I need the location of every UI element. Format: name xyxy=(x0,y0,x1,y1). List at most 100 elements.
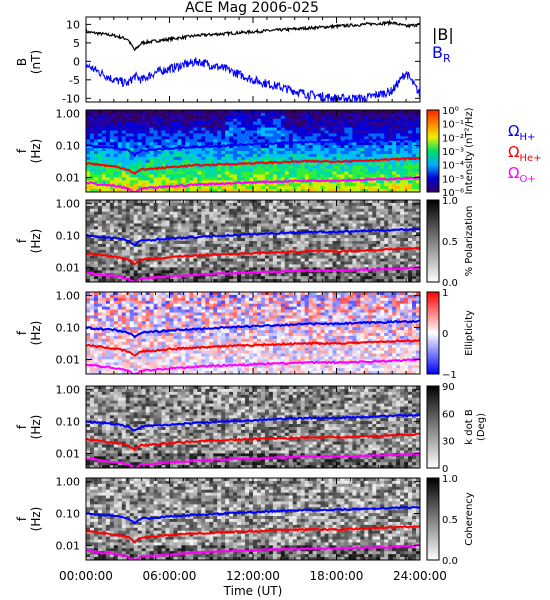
heatmap-cell xyxy=(113,350,119,354)
heatmap-cell xyxy=(392,273,397,277)
heatmap-cell xyxy=(304,238,310,242)
heatmap-cell xyxy=(364,270,369,274)
heatmap-cell xyxy=(380,142,385,146)
heatmap-cell xyxy=(217,211,222,216)
heatmap-cell xyxy=(376,145,381,149)
heatmap-cell xyxy=(217,148,222,152)
heatmap-cell xyxy=(137,243,143,248)
heatmap-cell xyxy=(145,214,151,218)
heatmap-cell xyxy=(153,267,158,271)
field-ytick-label: -5 xyxy=(69,74,80,87)
heatmap-cell xyxy=(296,258,302,262)
heatmap-cell xyxy=(292,142,298,146)
heatmap-cell xyxy=(368,186,373,190)
heatmap-cell xyxy=(105,252,111,257)
heatmap-cell xyxy=(113,156,119,161)
heatmap-cell xyxy=(101,306,107,310)
heatmap-cell xyxy=(133,217,139,221)
heatmap-cell xyxy=(260,258,266,262)
heatmap-cell xyxy=(137,133,143,137)
heatmap-cell xyxy=(201,220,206,224)
heatmap-cell xyxy=(256,279,262,282)
heatmap-cell xyxy=(169,115,174,120)
heatmap-cell xyxy=(312,162,318,167)
heatmap-cell xyxy=(288,241,294,245)
heatmap-cell xyxy=(288,145,294,149)
heatmap-cell xyxy=(408,252,413,257)
heatmap-cell xyxy=(233,264,238,268)
heatmap-cell xyxy=(137,223,143,227)
heatmap-cell xyxy=(245,159,250,164)
heatmap-cell xyxy=(86,165,91,169)
heatmap-cell xyxy=(245,223,250,227)
heatmap-cell xyxy=(360,186,365,190)
heatmap-cell xyxy=(300,174,306,178)
heatmap-cell xyxy=(392,220,397,224)
heatmap-cell xyxy=(324,252,329,257)
heatmap-cell xyxy=(276,124,282,128)
heatmap-cell xyxy=(308,223,314,227)
heatmap-cell xyxy=(249,153,254,158)
heatmap-cell xyxy=(340,205,345,210)
heatmap-cell xyxy=(292,156,298,161)
heatmap-cell xyxy=(336,223,341,227)
heatmap-cell xyxy=(101,112,107,117)
heatmap-cell xyxy=(237,258,242,262)
heatmap-cell xyxy=(360,258,365,262)
heatmap-cell xyxy=(372,214,377,218)
heatmap-cell xyxy=(97,142,103,146)
heatmap-cell xyxy=(380,214,385,218)
heatmap-cell xyxy=(360,168,365,172)
heatmap-cell xyxy=(233,110,238,114)
heatmap-cell xyxy=(352,255,357,259)
heatmap-cell xyxy=(368,171,373,175)
heatmap-cell xyxy=(109,208,115,213)
heatmap-cell xyxy=(217,217,222,221)
heatmap-cell xyxy=(368,261,373,265)
heatmap-cell xyxy=(320,142,325,146)
heatmap-cell xyxy=(388,270,393,274)
heatmap-cell xyxy=(157,171,162,175)
heatmap-cell xyxy=(380,180,385,184)
heatmap-cell xyxy=(205,171,210,175)
heatmap-cell xyxy=(344,180,349,184)
heatmap-cell xyxy=(173,177,178,181)
heatmap-cell xyxy=(272,124,278,128)
heatmap-cell xyxy=(101,341,107,346)
heatmap-cell xyxy=(388,238,393,242)
heatmap-cell xyxy=(145,279,151,282)
heatmap-cell xyxy=(284,220,290,224)
heatmap-cell xyxy=(380,186,385,190)
heatmap-cell xyxy=(268,127,274,131)
heatmap-cell xyxy=(264,156,270,161)
heatmap-cell xyxy=(153,235,158,239)
heatmap-cell xyxy=(209,211,214,216)
heatmap-cell xyxy=(89,297,95,302)
heatmap-cell xyxy=(416,145,420,149)
heatmap-cell xyxy=(177,162,182,167)
heatmap-cell xyxy=(109,156,115,161)
heatmap-cell xyxy=(121,226,127,230)
heatmap-cell xyxy=(364,232,369,236)
heatmap-cell xyxy=(113,220,119,224)
heatmap-cell xyxy=(296,156,302,161)
heatmap-cell xyxy=(392,205,397,210)
heatmap-cell xyxy=(376,186,381,190)
heatmap-cell xyxy=(105,110,111,114)
heatmap-cell xyxy=(245,214,250,218)
heatmap-cell xyxy=(272,162,278,167)
heatmap-cell xyxy=(296,112,302,117)
heatmap-cell xyxy=(165,270,170,274)
heatmap-cell xyxy=(193,189,198,192)
heatmap-cell xyxy=(117,112,123,117)
heatmap-cell xyxy=(336,255,341,259)
heatmap-cell xyxy=(380,217,385,221)
heatmap-cell xyxy=(149,127,154,131)
heatmap-cell xyxy=(137,246,143,251)
heatmap-cell xyxy=(233,153,238,158)
heatmap-cell xyxy=(276,151,282,155)
heatmap-cell xyxy=(189,151,194,155)
heatmap-cell xyxy=(280,261,286,265)
heatmap-cell xyxy=(300,171,306,175)
heatmap-cell xyxy=(332,211,337,216)
